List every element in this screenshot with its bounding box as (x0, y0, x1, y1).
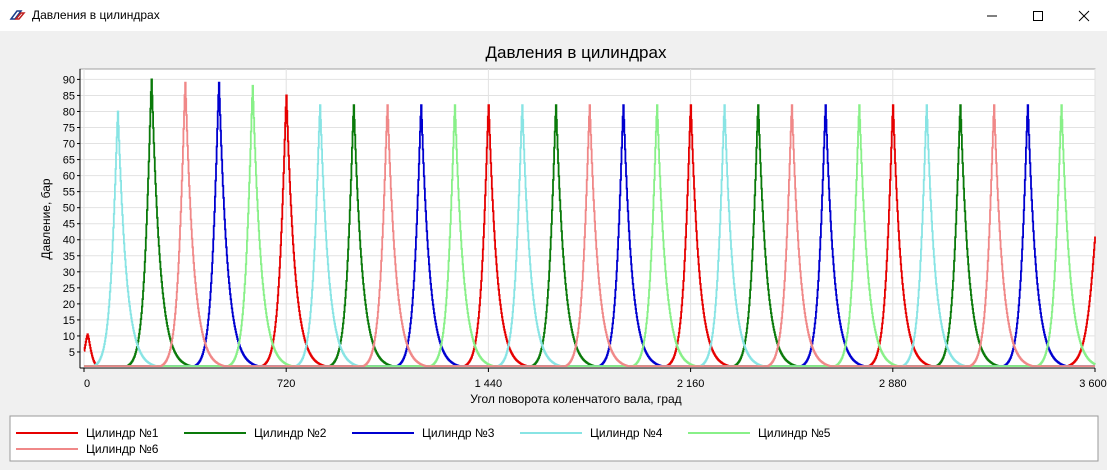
y-tick-label: 45 (63, 219, 75, 231)
x-axis-label: Угол поворота коленчатого вала, град (470, 392, 681, 406)
legend-item: Цилиндр №6 (16, 442, 159, 456)
minimize-button[interactable] (969, 0, 1015, 31)
y-tick-label: 70 (63, 139, 75, 151)
y-tick-label: 20 (63, 299, 75, 311)
close-icon (1078, 10, 1090, 22)
legend-item: Цилиндр №4 (520, 426, 663, 440)
legend-item: Цилиндр №5 (688, 426, 831, 440)
legend-label: Цилиндр №3 (422, 426, 495, 440)
y-axis-label: Давление, бар (39, 178, 53, 260)
y-tick-label: 40 (63, 235, 75, 247)
y-tick-label: 75 (63, 123, 75, 135)
y-tick-label: 80 (63, 106, 75, 118)
y-tick-label: 10 (63, 331, 75, 343)
window-title: Давления в цилиндрах (32, 8, 160, 22)
x-tick-label: 720 (277, 378, 295, 390)
y-tick-label: 65 (63, 155, 75, 167)
maximize-button[interactable] (1015, 0, 1061, 31)
legend-item: Цилиндр №3 (352, 426, 495, 440)
x-tick-label: 3 600 (1079, 378, 1107, 390)
x-tick-label: 0 (84, 378, 90, 390)
y-tick-label: 25 (63, 283, 75, 295)
y-tick-label: 85 (63, 90, 75, 102)
y-tick-label: 90 (63, 74, 75, 86)
y-tick-label: 30 (63, 267, 75, 279)
legend-item: Цилиндр №2 (184, 426, 327, 440)
legend-label: Цилиндр №4 (590, 426, 663, 440)
y-tick-label: 15 (63, 315, 75, 327)
legend-label: Цилиндр №6 (86, 442, 159, 456)
y-tick-label: 50 (63, 203, 75, 215)
legend-label: Цилиндр №1 (86, 426, 159, 440)
x-tick-label: 2 160 (677, 378, 705, 390)
window-titlebar: Давления в цилиндрах (0, 0, 1107, 31)
y-tick-label: 35 (63, 251, 75, 263)
chart-area: Давления в цилиндрах 5 10 15 20 25 30 35 40 45 50… (0, 31, 1107, 465)
minimize-icon (987, 15, 997, 17)
pressure-chart: Давления в цилиндрах 5 10 15 20 25 30 35 40 45 50… (9, 43, 1107, 462)
app-logo-icon (9, 10, 26, 20)
plot-area (79, 68, 1096, 369)
maximize-icon (1033, 11, 1043, 21)
y-tick-label: 5 (69, 347, 75, 359)
legend-label: Цилиндр №2 (254, 426, 327, 440)
x-tick-label: 2 880 (879, 378, 907, 390)
series-line-cylinder-6 (84, 81, 1095, 367)
y-tick-label: 60 (63, 171, 75, 183)
y-tick-label: 55 (63, 187, 75, 199)
chart-title: Давления в цилиндрах (486, 43, 667, 62)
legend-item: Цилиндр №1 (16, 426, 159, 440)
x-tick-label: 1 440 (475, 378, 503, 390)
legend-box (9, 415, 1099, 462)
close-button[interactable] (1061, 0, 1107, 31)
legend-label: Цилиндр №5 (758, 426, 831, 440)
